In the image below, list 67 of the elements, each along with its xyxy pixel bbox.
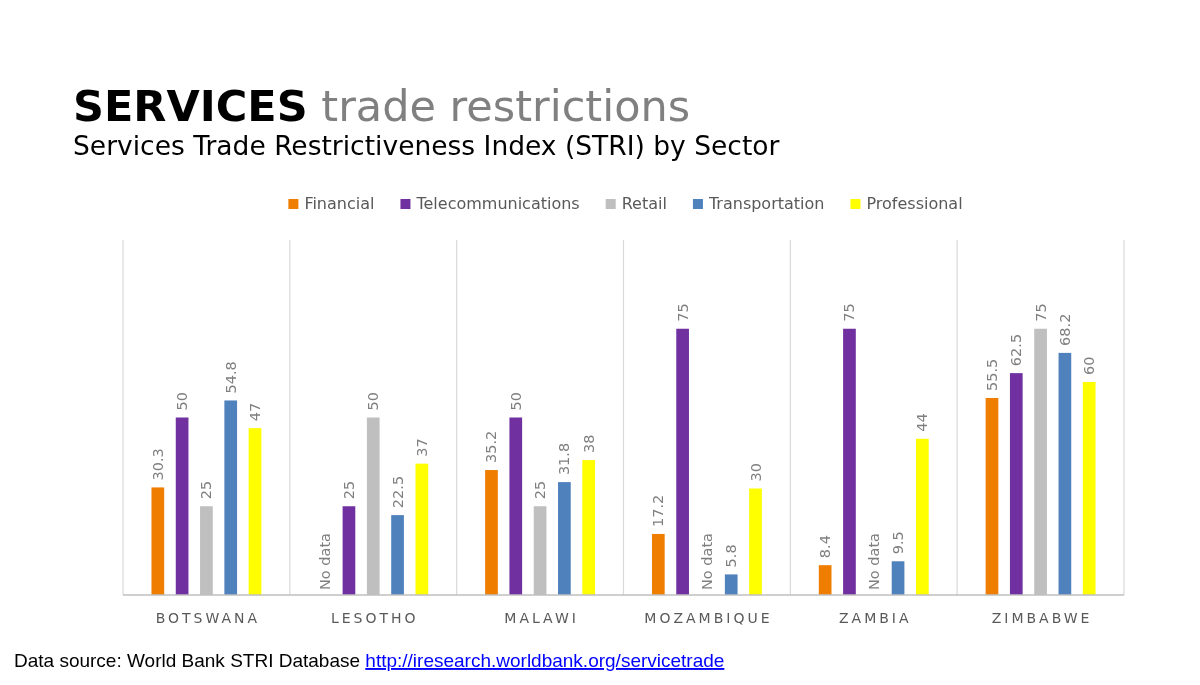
bar	[676, 328, 689, 595]
legend-label: Financial	[304, 194, 375, 213]
chart-subtitle: Services Trade Restrictiveness Index (STRI) by Sector	[73, 130, 780, 161]
bar	[485, 470, 498, 595]
data-label: 30	[747, 463, 764, 482]
bar	[415, 463, 429, 595]
legend-label: Transportation	[707, 194, 825, 213]
bar	[558, 482, 571, 595]
bar	[224, 400, 238, 595]
data-label: 75	[674, 303, 691, 322]
data-label: 75	[1032, 303, 1049, 322]
data-label: 25	[340, 480, 357, 500]
data-label: 25	[532, 480, 549, 500]
data-label: 37	[413, 438, 430, 457]
data-label: 9.5	[890, 531, 907, 555]
data-label: 50	[365, 392, 382, 411]
data-label: 50	[507, 392, 524, 411]
x-tick-label: MALAWI	[504, 610, 579, 626]
bar	[509, 417, 523, 595]
text: No data	[865, 533, 882, 590]
data-label: 47	[247, 402, 264, 422]
data-label: 44	[914, 413, 931, 432]
bar	[651, 533, 665, 595]
bar	[749, 488, 762, 595]
data-label: 38	[580, 434, 597, 454]
data-label: 22.5	[389, 475, 406, 509]
bar	[916, 438, 929, 595]
data-label: 55.5	[983, 358, 1000, 391]
x-tick-label: ZAMBIA	[838, 610, 912, 626]
data-label: 50	[174, 392, 191, 411]
source-note: Data source: World Bank STRI Database http://iresearch.worldbank.org/servicetrade	[14, 650, 725, 671]
bar	[891, 561, 905, 595]
data-label: 35.2	[483, 430, 500, 464]
bar	[985, 397, 999, 595]
data-label: 17.2	[650, 494, 667, 527]
legend-label: Retail	[621, 194, 667, 213]
chart-title: SERVICES trade restrictions	[73, 81, 691, 131]
data-label: 68.2	[1056, 313, 1073, 346]
data-label: 75	[841, 303, 858, 322]
data-label: 25	[198, 480, 215, 500]
bar	[843, 328, 856, 595]
bar	[175, 417, 189, 595]
data-label: 8.4	[817, 535, 834, 559]
bar	[342, 506, 356, 595]
bar	[1082, 382, 1096, 595]
data-label: 54.8	[222, 361, 239, 394]
legend-label: Telecommunications	[415, 194, 580, 213]
bar	[151, 487, 165, 595]
data-label: 62.5	[1008, 333, 1025, 367]
bar	[248, 428, 262, 595]
data-label: 31.8	[556, 442, 573, 476]
x-tick-label: MOZAMBIQUE	[644, 610, 773, 626]
text: No data	[316, 533, 333, 590]
bar	[582, 460, 596, 595]
bar	[1009, 373, 1023, 595]
bar	[818, 565, 832, 595]
text: No data	[698, 533, 715, 590]
x-tick-label: LESOTHO	[330, 610, 419, 626]
bar	[1058, 352, 1072, 595]
legend-label: Professional	[866, 194, 963, 213]
bar	[391, 515, 404, 595]
x-tick-label: BOTSWANA	[155, 610, 261, 626]
data-label: 5.8	[723, 544, 740, 568]
x-tick-label: ZIMBABWE	[991, 610, 1093, 626]
data-label: 60	[1081, 356, 1098, 375]
data-label: 30.3	[149, 448, 166, 481]
bar	[724, 574, 738, 595]
